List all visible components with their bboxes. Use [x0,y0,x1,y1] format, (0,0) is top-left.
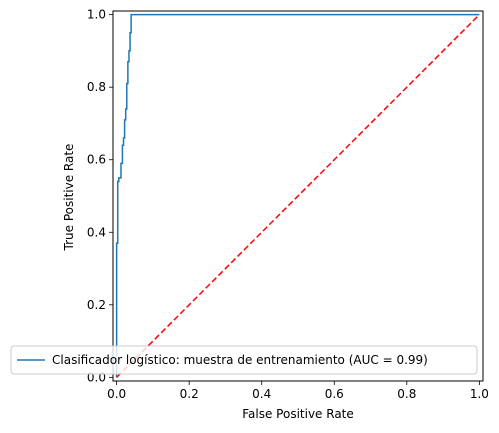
y-tick-label: 0.2 [87,298,106,312]
x-tick-label: 0.4 [252,387,271,401]
y-tick-label: 0.6 [87,153,106,167]
legend-label-train: Clasificador logístico: muestra de entre… [52,353,428,367]
x-axis-title: False Positive Rate [242,407,354,421]
axis-ticks: 0.0 0.2 0.4 0.6 0.8 1.00.00.20.40.60.81.0 [87,8,489,401]
x-tick-label: 0.6 [325,387,344,401]
y-tick-label: 1.0 [87,8,106,22]
roc-curve-line [115,13,480,378]
plot-area [112,10,484,382]
y-tick-label: 0.4 [87,225,106,239]
x-tick-label: 1.0 [470,387,489,401]
legend-box [10,345,478,375]
x-tick-label: 0.8 [397,387,416,401]
x-tick-label: 0.0 [107,387,126,401]
chance-diagonal-line [116,14,480,378]
y-tick-label: 0.8 [87,80,106,94]
x-tick-label: 0.2 [180,387,199,401]
legend: Clasificador logístico: muestra de entre… [10,345,478,375]
y-axis-title: True Positive Rate [62,144,76,252]
axes-frame [112,10,484,382]
